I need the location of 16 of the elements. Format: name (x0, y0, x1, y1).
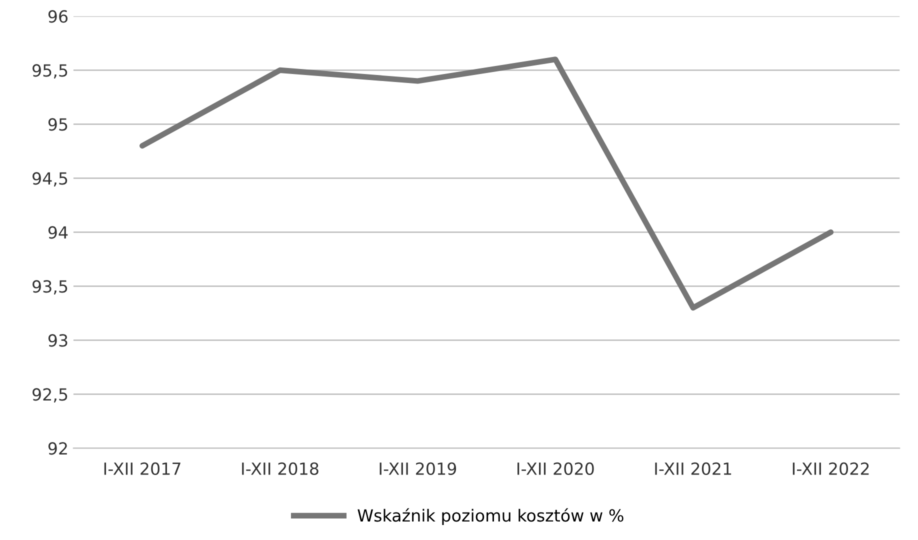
x-tick-label: I-XII 2018 (242, 462, 318, 475)
y-tick-label: 95,5 (32, 64, 68, 78)
x-tick-label: I-XII 2019 (380, 462, 456, 475)
legend-label: Wskaźnik poziomu kosztów w % (358, 508, 624, 525)
y-tick-label: 92 (48, 442, 67, 455)
x-tick-label: I-XII 2020 (517, 462, 594, 475)
x-tick-label: I-XII 2017 (104, 462, 180, 475)
y-tick-label: 92,5 (32, 388, 68, 402)
y-tick-label: 95 (48, 118, 68, 131)
y-tick-label: 93,5 (32, 280, 68, 294)
y-tick-label: 93 (48, 334, 68, 347)
x-tick-label: I-XII 2021 (655, 462, 732, 475)
y-tick-label: 96 (48, 10, 68, 23)
x-tick-label: I-XII 2022 (792, 462, 869, 475)
y-tick-label: 94,5 (32, 172, 68, 186)
y-tick-label: 94 (48, 226, 68, 239)
